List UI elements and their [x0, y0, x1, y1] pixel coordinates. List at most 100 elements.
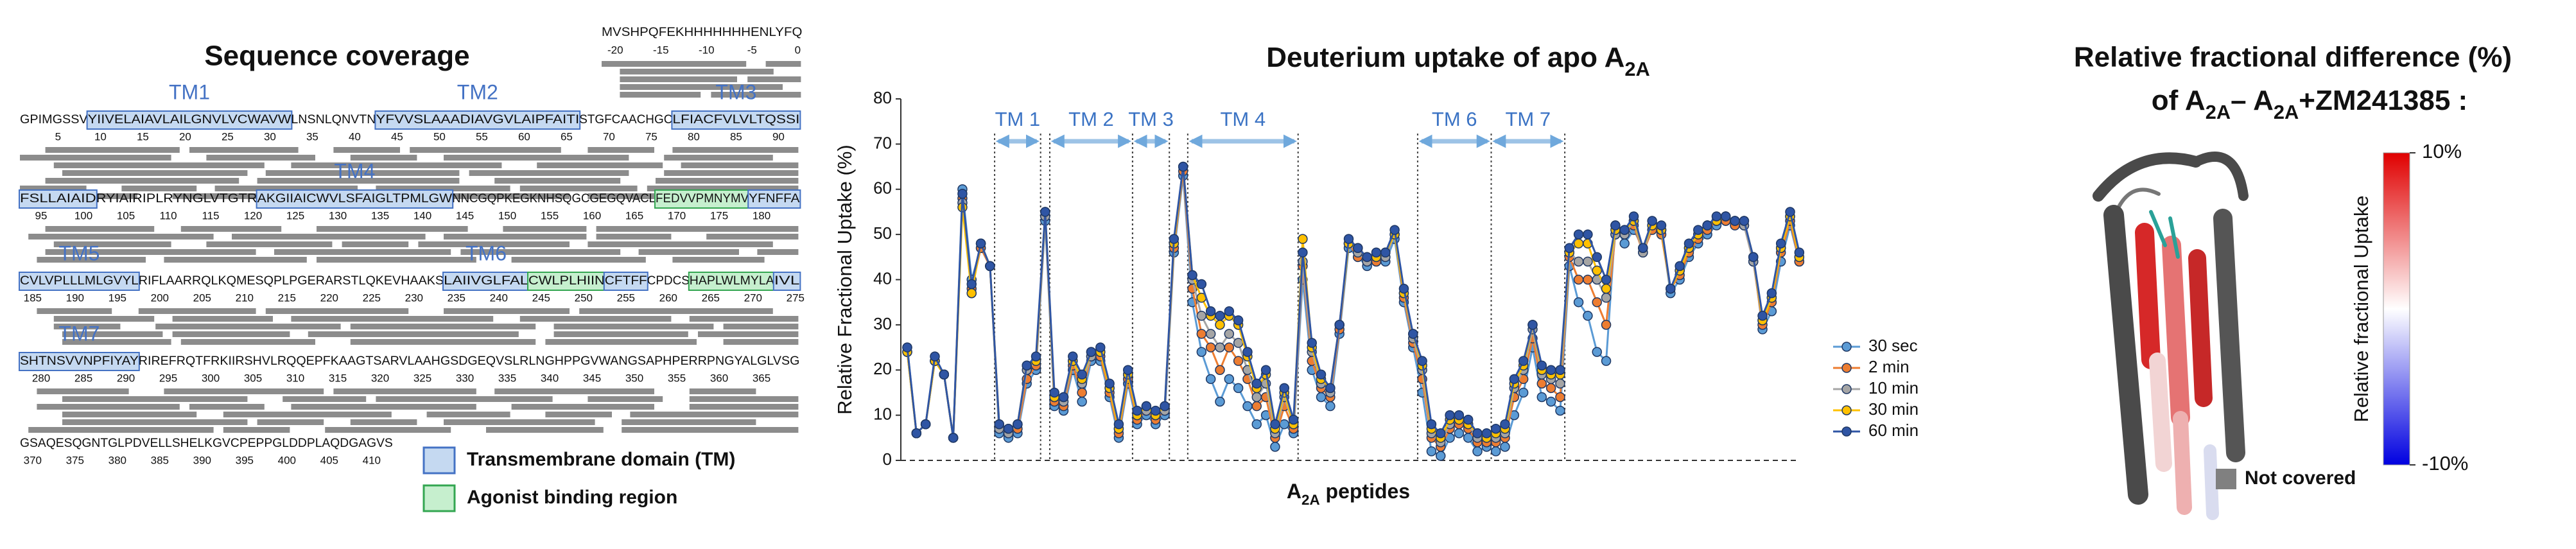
data-point: [1049, 387, 1059, 398]
data-point: [1592, 297, 1602, 308]
coverage-bar: [689, 388, 756, 394]
residue-number: 320: [371, 372, 389, 384]
data-point: [1215, 396, 1225, 407]
coverage-bar: [698, 331, 799, 337]
coverage-bar: [189, 404, 265, 410]
coverage-bar: [45, 249, 256, 255]
coverage-bar: [376, 396, 553, 402]
coverage-bar: [317, 257, 476, 263]
residue-number: 325: [413, 372, 431, 384]
data-point: [1536, 392, 1547, 403]
data-point: [1408, 329, 1418, 339]
panel-subtitle-part: of A: [2152, 85, 2206, 116]
residue-number: 230: [405, 292, 423, 304]
region-label: TM 2: [1068, 108, 1114, 130]
sequence-segment: YIIVELAIAVLAILGNVLVCWAVW: [88, 113, 292, 126]
residue-number: 200: [151, 292, 169, 304]
data-point: [1251, 392, 1262, 403]
panel-subtitle-part: 2A: [2274, 101, 2299, 123]
region-box: [671, 110, 801, 130]
region-box: [442, 272, 530, 291]
data-point: [1205, 306, 1216, 317]
data-point: [1573, 274, 1584, 285]
residue-number: 375: [66, 454, 84, 466]
data-point: [1794, 247, 1805, 258]
data-point: [1527, 320, 1538, 330]
residue-number: 260: [659, 292, 677, 304]
data-point: [1490, 423, 1501, 434]
region-box: [19, 272, 140, 291]
data-point: [1362, 252, 1372, 263]
sequence-segment: NNCGQPKEGKNHSQGCGEGQVACL: [452, 192, 656, 205]
tm-label: TM3: [715, 80, 756, 103]
coverage-bar: [596, 234, 672, 240]
sequence-segment: HAPLWLMYLA: [690, 274, 774, 288]
data-point: [1656, 220, 1667, 231]
residue-number: 85: [730, 130, 742, 143]
data-point: [1205, 342, 1216, 353]
helix: [2135, 223, 2161, 369]
residue-number: 95: [35, 209, 48, 222]
data-point: [1132, 405, 1142, 416]
residue-number: 145: [456, 209, 474, 222]
data-point: [1104, 378, 1115, 389]
region-box: [86, 110, 293, 130]
coverage-bar: [206, 155, 315, 161]
coverage-bar: [317, 226, 468, 232]
data-point: [1040, 207, 1050, 217]
residue-number: 90: [772, 130, 785, 143]
coverage-bar: [164, 388, 324, 394]
data-point: [948, 433, 959, 443]
data-point: [1205, 374, 1216, 385]
coverage-bar: [189, 147, 299, 153]
data-point: [1628, 211, 1639, 222]
data-point: [1601, 292, 1612, 303]
data-point: [1490, 446, 1501, 457]
residue-number: 305: [244, 372, 262, 384]
data-point: [1785, 207, 1795, 217]
sequence-segment: FEDVVPMNYMV: [656, 192, 749, 205]
residue-number: 355: [668, 372, 686, 384]
coverage-bar: [53, 162, 265, 168]
coverage-bar: [622, 419, 756, 425]
residue-number: 390: [193, 454, 211, 466]
legend-label: 30 sec: [1868, 336, 1918, 355]
data-point: [1150, 405, 1161, 416]
residue-number: 370: [24, 454, 42, 466]
data-point: [911, 428, 922, 439]
data-point: [1095, 342, 1106, 353]
data-point: [1123, 365, 1133, 375]
region-box: [374, 110, 581, 130]
data-point: [1509, 374, 1520, 385]
data-point: [966, 288, 977, 299]
legend-label: 10 min: [1868, 378, 1919, 397]
residue-number: 15: [137, 130, 149, 143]
coverage-bar: [223, 412, 392, 417]
data-point: [1564, 243, 1574, 253]
data-point: [1739, 216, 1750, 226]
coverage-bar: [620, 69, 774, 74]
residue-number: 295: [159, 372, 177, 384]
colorbar: [2383, 152, 2410, 466]
chart-title-part: Deuterium uptake of apo A: [1266, 42, 1624, 73]
coverage-bar: [53, 324, 121, 329]
coverage-bar: [460, 249, 621, 255]
residue-number: 245: [532, 292, 550, 304]
data-point: [1592, 252, 1602, 263]
region-box: [688, 272, 776, 291]
coverage-bar: [350, 324, 536, 329]
data-point: [1435, 451, 1446, 461]
coverage-bar: [62, 331, 163, 337]
coverage-bar: [223, 427, 290, 433]
coverage-bar: [545, 339, 697, 345]
data-point: [1757, 311, 1768, 321]
y-tick-label: 20: [873, 359, 892, 378]
data-point: [1666, 283, 1676, 294]
legend-marker: [1841, 342, 1852, 352]
coverage-bar: [765, 61, 801, 67]
coverage-bar: [622, 427, 799, 433]
data-point: [1702, 220, 1712, 231]
coverage-bar: [426, 412, 510, 417]
data-point: [1251, 378, 1262, 389]
data-point: [1536, 360, 1547, 370]
